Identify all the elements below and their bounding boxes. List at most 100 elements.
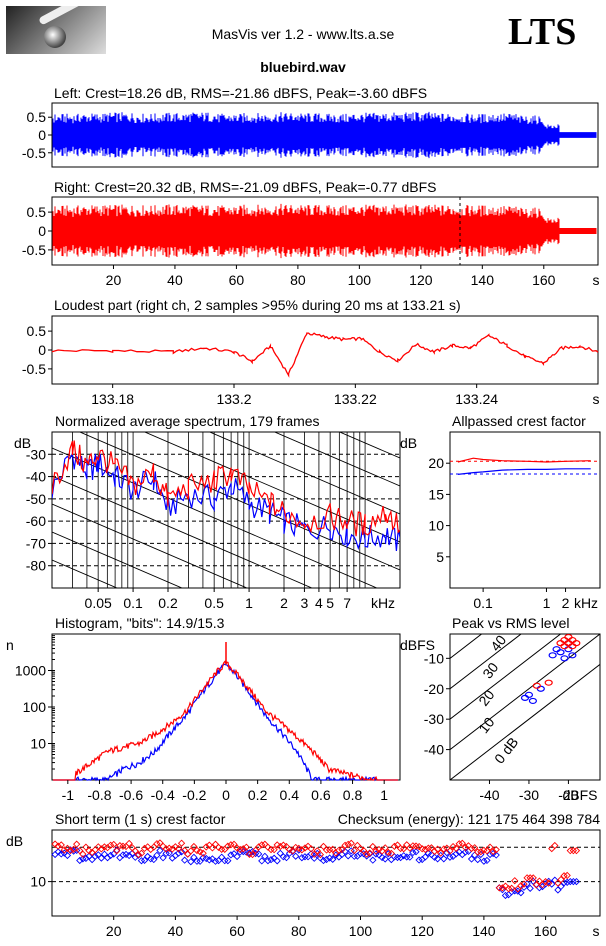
allpass-series-left xyxy=(457,468,591,475)
allpass-series-right xyxy=(457,457,591,463)
peak_rms-ytick-label: -30 xyxy=(424,711,444,727)
short_term-point-left xyxy=(221,857,229,865)
short_term-point-left xyxy=(421,853,429,861)
short_term-point-left xyxy=(208,855,217,863)
short_term-ylabel: dB xyxy=(6,833,23,849)
peak_rms-point-right xyxy=(564,633,573,641)
short_term-point-left xyxy=(224,857,232,865)
peak_rms-point-right xyxy=(572,640,581,647)
short_term-point-left xyxy=(202,854,210,863)
loudest-xtick-label: 133.22 xyxy=(334,391,377,407)
short_term-point-right xyxy=(69,845,78,853)
histogram-xtick-label: 1 xyxy=(380,787,388,803)
short_term-point-right xyxy=(452,844,460,852)
short_term-point-left xyxy=(156,846,164,855)
short_term-point-left xyxy=(415,856,423,864)
short_term-point-right xyxy=(557,875,565,884)
spectrum-ytick-label: -30 xyxy=(26,446,46,462)
peak_rms-point-right xyxy=(560,636,569,644)
allpass-xtick-label: 1 xyxy=(543,595,551,611)
short_term-point-right xyxy=(504,885,513,893)
peak_rms-ytick-label: -40 xyxy=(424,742,444,758)
short_term-point-left xyxy=(350,852,358,860)
loudest-xtick-label: 133.18 xyxy=(91,391,134,407)
right-title: Right: Crest=20.32 dB, RMS=-21.09 dBFS, … xyxy=(54,179,436,195)
peak_rms-point-left xyxy=(556,649,565,656)
left-ytick-label: -0.5 xyxy=(22,145,46,161)
short_term-point-left xyxy=(218,853,226,861)
short_term-point-right xyxy=(264,843,272,851)
left-ytick-label: 0 xyxy=(38,127,46,143)
peak_rms-point-left xyxy=(548,652,557,659)
short_term-point-left xyxy=(409,848,417,857)
spectrum-xtick-label: 5 xyxy=(326,595,334,611)
histogram-ytick-label: 100 xyxy=(23,699,47,715)
short_term-point-left xyxy=(258,857,266,865)
short_term-point-left xyxy=(480,857,488,865)
short_term-point-left xyxy=(347,847,355,855)
short_term-point-left xyxy=(535,884,544,892)
short_term-point-right xyxy=(230,840,238,848)
short_term-point-right xyxy=(369,842,377,851)
peak_rms-point-left xyxy=(552,646,561,653)
short_term-point-right xyxy=(63,844,72,852)
short_term-point-right xyxy=(196,848,204,856)
short_term-point-left xyxy=(393,853,402,862)
short_term-point-left xyxy=(153,851,161,859)
short_term-point-right xyxy=(529,874,537,882)
short_term-point-left xyxy=(369,856,377,864)
short_term-point-left xyxy=(97,854,105,862)
short_term-point-right xyxy=(474,848,482,856)
histogram-ytick-label: 10 xyxy=(30,736,46,752)
short_term-point-right xyxy=(363,850,371,858)
short_term-point-right xyxy=(415,842,423,851)
short_term-xtick-label: 40 xyxy=(168,923,184,939)
short_term-xtick-label: 60 xyxy=(229,923,245,939)
short_term-point-right xyxy=(455,840,463,848)
short_term-point-right xyxy=(532,881,540,889)
short_term-point-left xyxy=(162,849,170,858)
peak_rms-frame xyxy=(449,633,601,781)
spectrum-xtick-label: 2 xyxy=(280,595,288,611)
short_term-point-right xyxy=(301,844,309,852)
short_term-point-right xyxy=(329,845,337,853)
short_term-point-right xyxy=(208,844,217,852)
short_term-point-right xyxy=(181,846,189,855)
allpass-ylabel: dB xyxy=(400,435,417,451)
spectrum-xtick-label: 0.05 xyxy=(85,595,112,611)
spectrum-ytick-label: -70 xyxy=(26,535,46,551)
short_term-point-right xyxy=(85,847,93,855)
short_term-point-right xyxy=(569,847,577,855)
short_term-point-left xyxy=(233,852,241,861)
allpass-title: Allpassed crest factor xyxy=(452,413,586,429)
short_term-point-left xyxy=(292,852,300,860)
short_term-point-left xyxy=(230,850,238,858)
short_term-point-left xyxy=(60,849,68,857)
short_term-point-right xyxy=(66,846,75,855)
spectrum-xtick-label: 3 xyxy=(301,595,309,611)
right-waveform xyxy=(52,203,597,259)
short_term-point-right xyxy=(137,849,146,857)
short_term-point-left xyxy=(381,855,389,863)
short_term-point-right xyxy=(97,845,105,853)
spectrum-xtick-label: 0.2 xyxy=(158,595,178,611)
right-ytick-label: 0.5 xyxy=(27,204,47,220)
short_term-point-right xyxy=(387,849,395,858)
short_term-point-left xyxy=(54,848,62,856)
peak_rms-diag-label: 20 xyxy=(475,687,497,709)
spectrum-xtick-label: 4 xyxy=(315,595,323,611)
short_term-point-left xyxy=(255,850,263,858)
short_term-point-right xyxy=(113,847,121,855)
short_term-point-left xyxy=(412,848,420,856)
short_term-ytick-label: 10 xyxy=(30,874,46,890)
short_term-point-left xyxy=(76,856,84,865)
short_term-point-right xyxy=(162,845,170,853)
short_term-point-right xyxy=(156,839,164,847)
short_term-point-right xyxy=(51,840,59,848)
short_term-point-right xyxy=(511,877,519,885)
short_term-point-left xyxy=(566,877,574,886)
short_term-point-left xyxy=(523,880,531,888)
peak_rms-point-left xyxy=(568,652,577,659)
short_term-point-right xyxy=(545,879,553,887)
histogram-xtick-label: 0.8 xyxy=(343,787,363,803)
